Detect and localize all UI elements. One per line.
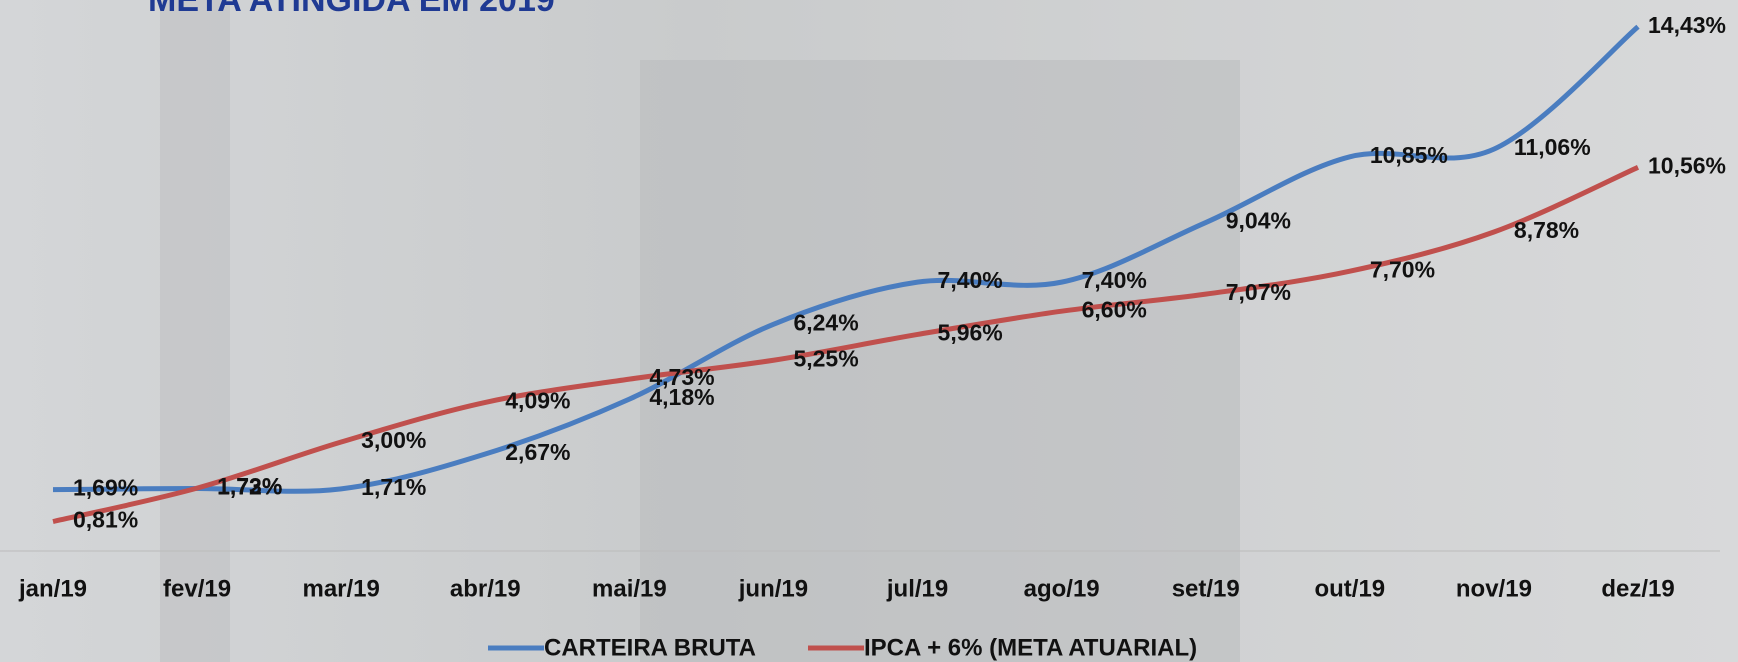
x-tick-label: out/19: [1314, 575, 1385, 602]
x-tick-label: mai/19: [592, 575, 667, 602]
data-label: 4,09%: [505, 387, 570, 413]
series-line: [52, 24, 1640, 494]
data-label: 3,00%: [361, 427, 426, 453]
data-label: 8,78%: [1514, 217, 1579, 243]
data-label: 7,40%: [1082, 267, 1147, 293]
x-tick-label: dez/19: [1601, 575, 1674, 602]
x-tick-label: jan/19: [18, 575, 87, 602]
background-shape: [160, 0, 230, 662]
legend-label: CARTEIRA BRUTA: [544, 634, 756, 661]
x-tick-label: fev/19: [163, 575, 231, 602]
series-line: [52, 165, 1640, 525]
data-label: 14,43%: [1648, 12, 1726, 38]
data-label: 7,07%: [1226, 279, 1291, 305]
data-label: 4,73%: [649, 364, 714, 390]
x-tick-label: jun/19: [738, 575, 808, 602]
data-label: 1,73%: [217, 473, 282, 499]
data-label: 9,04%: [1226, 208, 1291, 234]
data-label: 6,24%: [793, 309, 858, 335]
x-tick-label: set/19: [1172, 575, 1240, 602]
data-label: 4,18%: [649, 384, 714, 410]
data-label: 10,56%: [1648, 152, 1726, 178]
data-label: 0,81%: [73, 507, 138, 533]
data-label: 1,69%: [73, 475, 138, 501]
x-tick-label: mar/19: [302, 575, 379, 602]
x-tick-label: jul/19: [886, 575, 948, 602]
x-tick-label: ago/19: [1024, 575, 1100, 602]
x-tick-label: abr/19: [450, 575, 521, 602]
data-label: 6,60%: [1082, 296, 1147, 322]
x-tick-label: nov/19: [1456, 575, 1532, 602]
data-label: 5,25%: [793, 345, 858, 371]
data-label: 5,96%: [938, 320, 1003, 346]
chart-title: META ATINGIDA EM 2019: [148, 0, 555, 19]
data-label: 1,71%: [361, 474, 426, 500]
legend-label: IPCA + 6% (META ATUARIAL): [864, 634, 1197, 661]
data-label: 7,70%: [1370, 256, 1435, 282]
data-label: 2,67%: [505, 439, 570, 465]
data-label: 11,06%: [1514, 134, 1591, 160]
background-shape: [640, 60, 1240, 662]
data-label: 7,40%: [938, 267, 1003, 293]
data-label: 10,85%: [1370, 142, 1448, 168]
